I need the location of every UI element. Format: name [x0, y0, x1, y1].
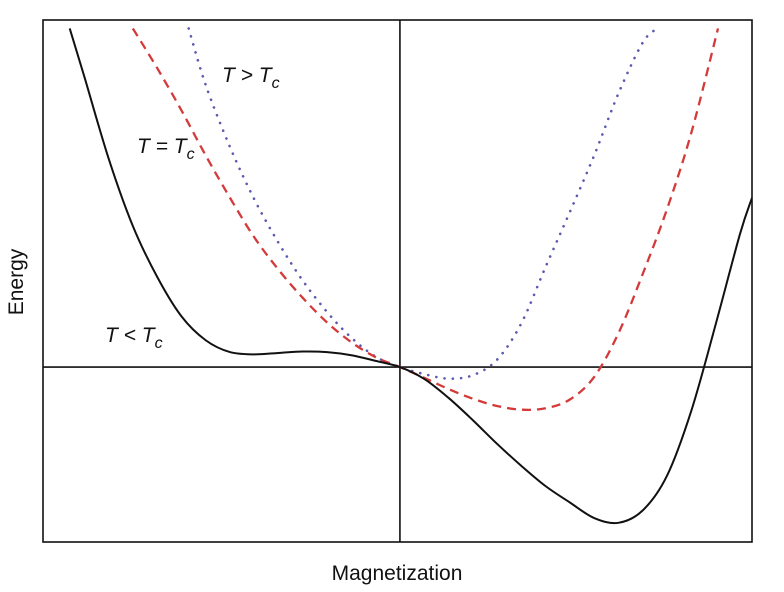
curve-label-layer: T > Tc T = Tc T < Tc	[105, 64, 280, 352]
x-axis-label: Magnetization	[332, 562, 463, 585]
y-axis-label: Energy	[5, 248, 28, 315]
curve-at-tc	[131, 27, 720, 411]
series-layer	[68, 27, 752, 525]
label-below-tc: T < Tc	[105, 324, 163, 352]
label-at-tc: T = Tc	[137, 135, 195, 163]
plot-frame	[42, 19, 753, 543]
label-above-tc: T > Tc	[222, 64, 280, 92]
curve-below-tc	[68, 28, 752, 525]
